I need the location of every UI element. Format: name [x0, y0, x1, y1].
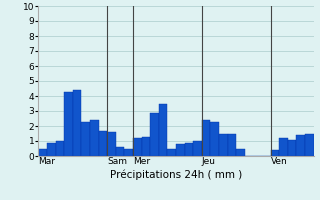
Bar — [47, 142, 56, 156]
Bar — [107, 132, 116, 156]
Bar — [202, 120, 211, 156]
Bar — [271, 150, 279, 156]
Bar — [81, 121, 90, 156]
Bar — [159, 104, 167, 156]
X-axis label: Précipitations 24h ( mm ): Précipitations 24h ( mm ) — [110, 169, 242, 180]
Bar — [38, 148, 47, 156]
Bar — [64, 92, 73, 156]
Bar — [219, 134, 228, 156]
Bar — [236, 148, 245, 156]
Bar — [73, 90, 81, 156]
Bar — [296, 135, 305, 156]
Bar — [176, 144, 185, 156]
Bar — [56, 141, 64, 156]
Bar — [288, 140, 296, 156]
Bar — [142, 137, 150, 156]
Bar — [99, 130, 107, 156]
Bar — [167, 148, 176, 156]
Bar — [305, 134, 314, 156]
Bar — [279, 138, 288, 156]
Bar — [228, 134, 236, 156]
Bar — [90, 120, 99, 156]
Bar — [185, 142, 193, 156]
Bar — [124, 148, 133, 156]
Bar — [116, 147, 124, 156]
Bar — [150, 112, 159, 156]
Bar — [211, 121, 219, 156]
Bar — [193, 141, 202, 156]
Bar — [133, 138, 141, 156]
